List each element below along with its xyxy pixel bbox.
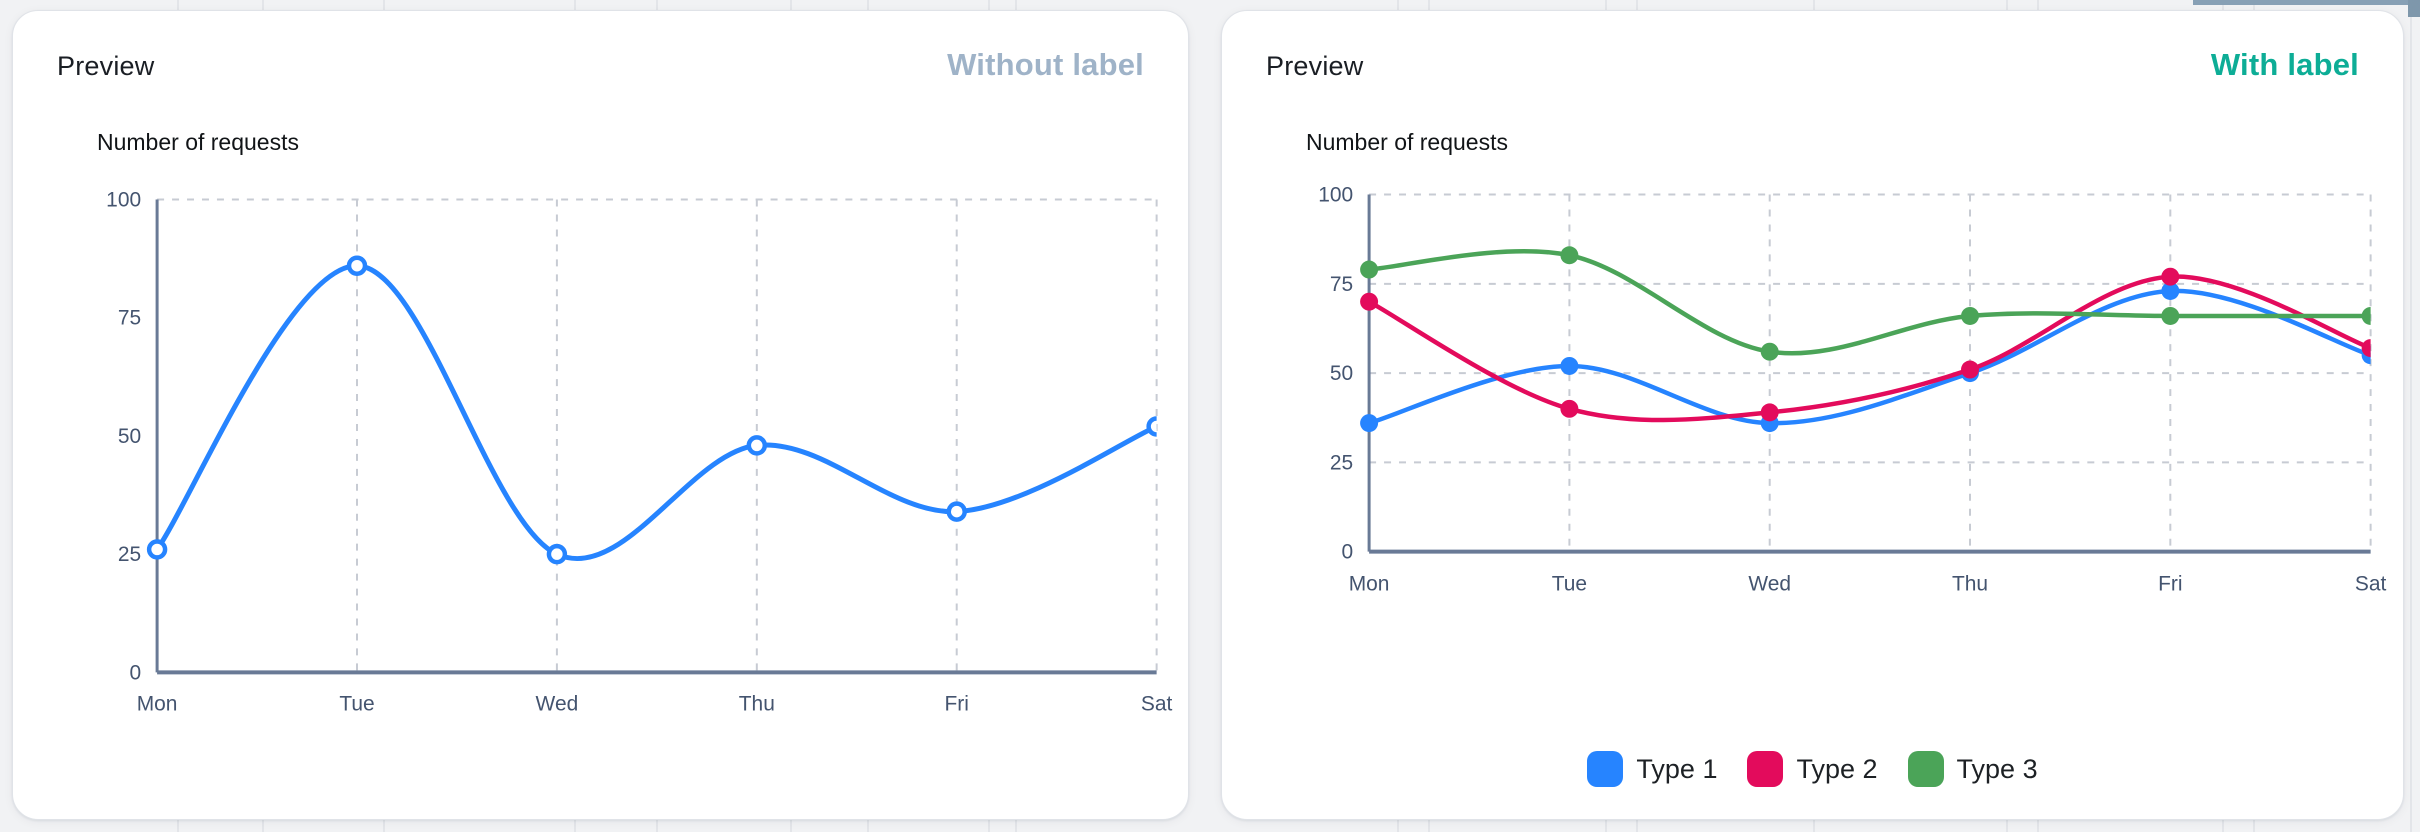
legend-item: Type 1 (1587, 751, 1717, 787)
legend-swatch-icon (1747, 751, 1784, 787)
window-chrome-fragment (2408, 0, 2420, 17)
svg-text:75: 75 (118, 307, 141, 330)
svg-text:Thu: Thu (739, 692, 775, 715)
svg-text:Thu: Thu (1952, 573, 1988, 596)
window-chrome-fragment (2193, 0, 2420, 5)
svg-text:Mon: Mon (137, 692, 178, 715)
svg-text:25: 25 (118, 543, 141, 566)
svg-text:Mon: Mon (1349, 573, 1390, 596)
card-header: Preview Without label (57, 47, 1144, 83)
card-title: Preview (57, 51, 155, 81)
card-title: Preview (1266, 51, 1364, 81)
preview-card-without-label: Preview Without label Number of requests… (12, 10, 1189, 820)
svg-text:100: 100 (1318, 184, 1353, 207)
svg-text:Fri: Fri (2158, 573, 2182, 596)
legend-item: Type 3 (1907, 751, 2038, 787)
svg-text:Fri: Fri (945, 692, 969, 715)
chart-title: Number of requests (1306, 129, 1508, 155)
background-grid-line (2410, 0, 2412, 832)
preview-card-with-label: Preview With label Number of requests 0 2… (1221, 10, 2404, 820)
legend-item: Type 2 (1747, 751, 1878, 787)
legend-label: Type 2 (1796, 753, 1878, 784)
legend-swatch-icon (1907, 751, 1944, 787)
chart-legend: Type 1 Type 2 Type 3 (1222, 751, 2403, 787)
svg-text:75: 75 (1330, 273, 1353, 296)
svg-text:100: 100 (106, 189, 141, 212)
svg-text:0: 0 (129, 661, 141, 684)
svg-text:Sat: Sat (1141, 692, 1173, 715)
chart-title: Number of requests (97, 129, 299, 155)
svg-text:Sat: Sat (2355, 573, 2387, 596)
legend-label: Type 1 (1636, 753, 1718, 784)
svg-text:Tue: Tue (1552, 573, 1587, 596)
legend-swatch-icon (1587, 751, 1624, 787)
svg-text:0: 0 (1341, 541, 1353, 564)
svg-text:50: 50 (118, 425, 141, 448)
svg-text:25: 25 (1330, 451, 1353, 474)
svg-text:Wed: Wed (1748, 573, 1791, 596)
svg-text:Tue: Tue (339, 692, 374, 715)
card-header: Preview With label (1266, 47, 2359, 83)
svg-text:50: 50 (1330, 362, 1353, 385)
variant-label-with: With label (2210, 47, 2359, 82)
svg-text:Wed: Wed (536, 692, 579, 715)
legend-label: Type 3 (1956, 753, 2038, 784)
variant-label-without: Without label (947, 47, 1144, 82)
